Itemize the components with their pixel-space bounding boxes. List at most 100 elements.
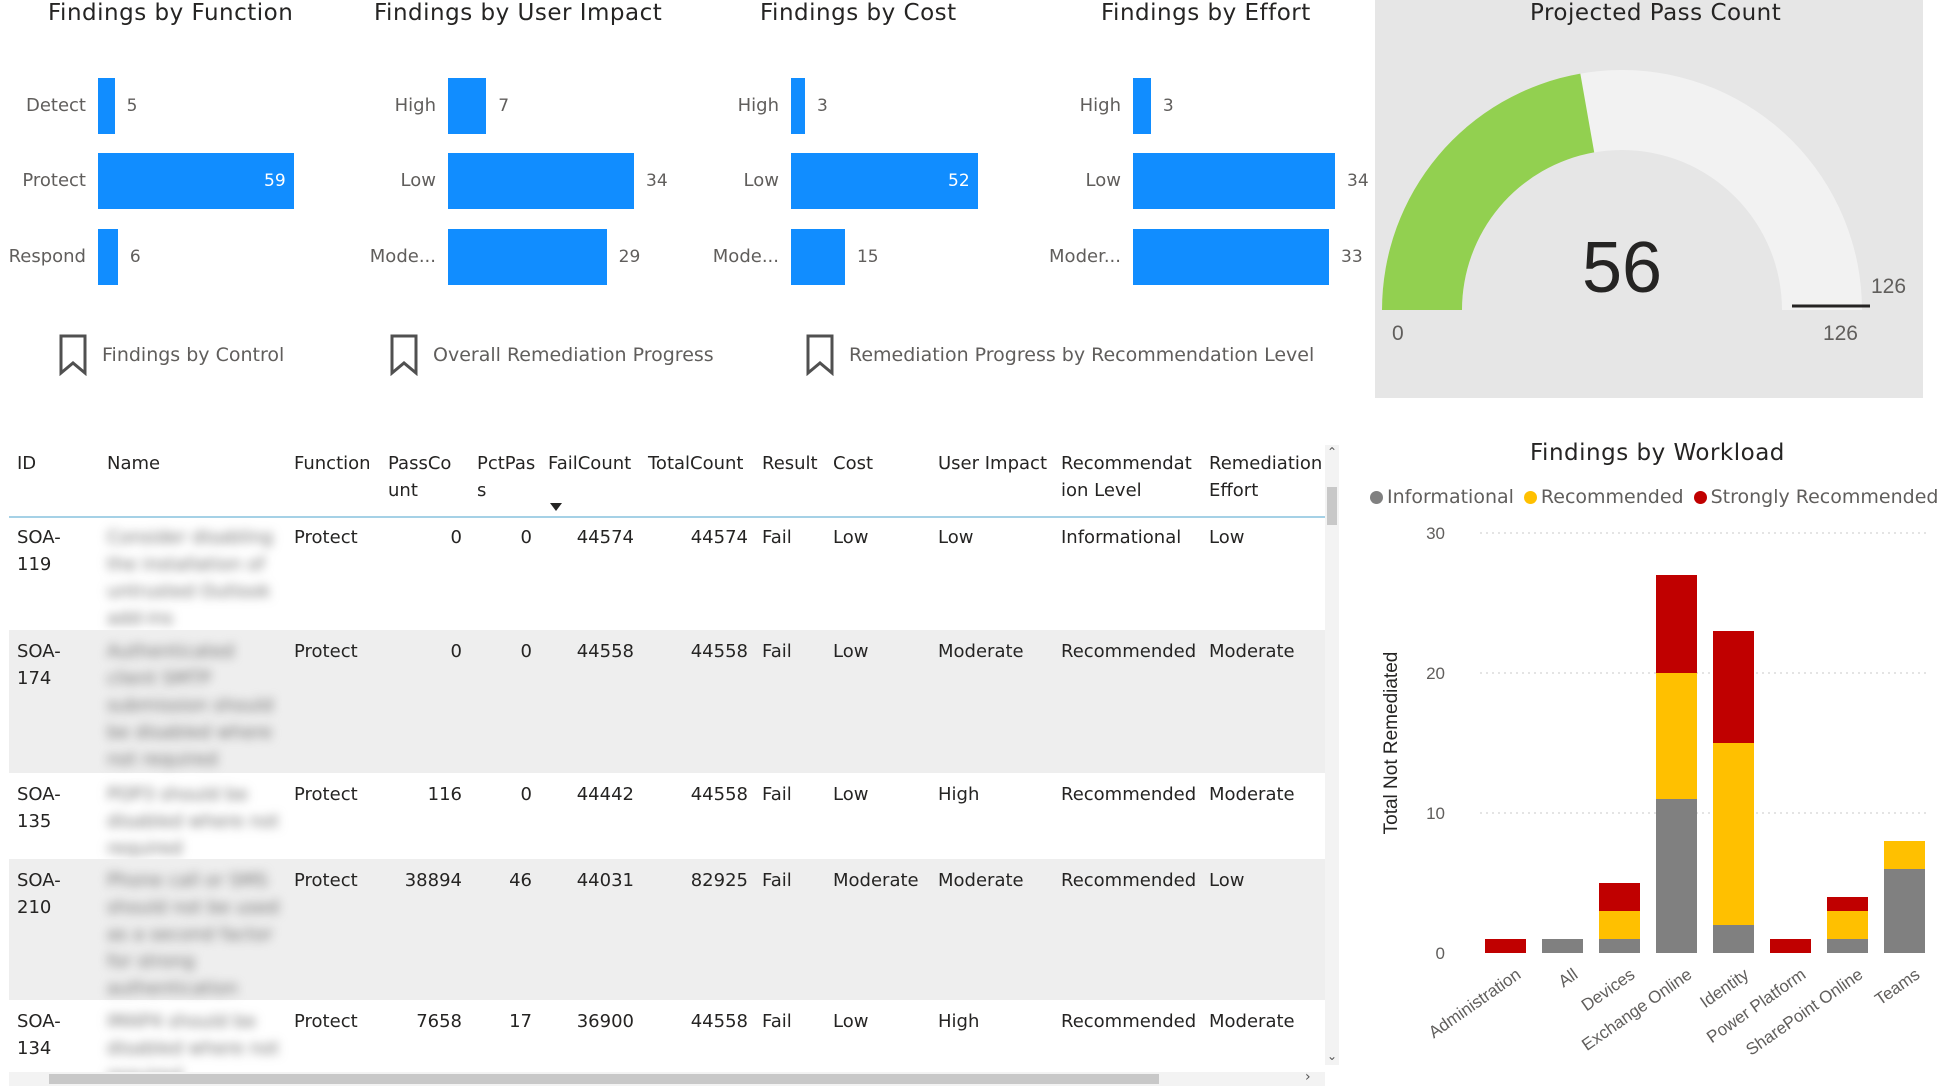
col-pctpass[interactable]: PctPas s xyxy=(477,453,536,501)
mini-chart-bar[interactable] xyxy=(791,153,978,209)
bar-segment[interactable] xyxy=(1599,911,1640,939)
cell-level: Recommended xyxy=(1061,641,1197,662)
bar-segment[interactable] xyxy=(1713,743,1754,925)
hscroll-thumb[interactable] xyxy=(49,1074,1159,1084)
y-tick-label: 10 xyxy=(1426,804,1445,823)
cell-id: SOA-174 xyxy=(17,641,61,689)
bar-segment[interactable] xyxy=(1656,575,1697,673)
mini-chart-bar[interactable] xyxy=(448,153,634,209)
bookmark-findings-by-control[interactable]: Findings by Control xyxy=(58,334,284,376)
cell-impact: Moderate xyxy=(938,870,1024,891)
mini-chart-value: 7 xyxy=(498,96,510,116)
bookmark-label: Findings by Control xyxy=(102,344,285,366)
mini-chart-bar[interactable] xyxy=(98,153,294,209)
col-remediation-effort[interactable]: Remediation Effort xyxy=(1209,453,1323,501)
bar-segment[interactable] xyxy=(1827,897,1868,911)
cell-function: Protect xyxy=(294,784,358,805)
mini-chart-bar[interactable] xyxy=(98,78,115,134)
cell-cost: Low xyxy=(833,641,869,662)
gauge-value: 56 xyxy=(1582,228,1662,308)
cell-pct: 0 xyxy=(520,784,532,805)
cell-name: POP3 should be disabled where not requir… xyxy=(107,784,279,859)
cell-fail: 36900 xyxy=(576,1011,634,1032)
col-id[interactable]: ID xyxy=(17,453,37,474)
sort-desc-icon xyxy=(550,503,562,511)
table-row[interactable]: SOA-174 Authenticated client SMTP submiss… xyxy=(9,630,1325,773)
mini-chart-value: 6 xyxy=(129,247,141,267)
mini-chart-value: 33 xyxy=(1341,247,1363,267)
mini-chart-value: 34 xyxy=(646,171,668,191)
legend-recommended[interactable]: Recommended xyxy=(1523,486,1684,508)
mini-chart-value: 52 xyxy=(948,171,970,191)
bar-segment[interactable] xyxy=(1884,841,1925,869)
legend-strongly-recommended[interactable]: Strongly Recommended xyxy=(1693,486,1938,508)
cell-impact: Moderate xyxy=(938,641,1024,662)
bar-segment[interactable] xyxy=(1827,911,1868,939)
mini-chart-bar[interactable] xyxy=(1133,153,1335,209)
mini-chart-category: Detect xyxy=(25,95,86,116)
cell-function: Protect xyxy=(294,641,358,662)
mini-chart-category: Low xyxy=(1085,170,1121,191)
mini-chart-value: 59 xyxy=(264,171,286,191)
table-row[interactable]: SOA-134 IMAP4 should be disabled where no… xyxy=(9,1000,1325,1080)
mini-chart-bar[interactable] xyxy=(1133,78,1151,134)
y-tick-label: 30 xyxy=(1426,524,1445,543)
bar-segment[interactable] xyxy=(1827,939,1868,953)
mini-chart-category: Low xyxy=(400,170,436,191)
table-vertical-scrollbar[interactable]: ⌃ ⌄ xyxy=(1325,445,1339,1065)
scroll-right-icon[interactable]: › xyxy=(1305,1069,1311,1085)
bar-segment[interactable] xyxy=(1599,883,1640,911)
bar-segment[interactable] xyxy=(1770,939,1811,953)
mini-chart-bar[interactable] xyxy=(98,229,118,285)
bar-segment[interactable] xyxy=(1656,673,1697,799)
cell-total: 44558 xyxy=(690,641,748,662)
mini-chart-category: Low xyxy=(743,170,779,191)
cell-pct: 0 xyxy=(520,527,532,548)
cell-result: Fail xyxy=(762,527,792,548)
col-name[interactable]: Name xyxy=(107,453,161,474)
cell-total: 44558 xyxy=(690,1011,748,1032)
mini-chart-value: 3 xyxy=(817,96,828,116)
cell-level: Recommended xyxy=(1061,1011,1197,1032)
cell-cost: Low xyxy=(833,784,869,805)
scroll-down-icon[interactable]: ⌄ xyxy=(1327,1049,1338,1063)
bar-segment[interactable] xyxy=(1713,631,1754,743)
findings-table: ID Name Function PassCo unt PctPas s Fai… xyxy=(9,440,1325,1080)
col-totalcount[interactable]: TotalCount xyxy=(648,453,744,474)
bar-segment[interactable] xyxy=(1599,939,1640,953)
bar-segment[interactable] xyxy=(1485,939,1526,953)
workload-chart: 0 10 20 30 Total Not Remediated Administratio… xyxy=(1381,524,1930,1059)
table-horizontal-scrollbar[interactable]: › xyxy=(9,1069,1325,1086)
col-result[interactable]: Result xyxy=(762,453,818,474)
col-passcount[interactable]: PassCo unt xyxy=(388,453,452,501)
cell-id: SOA-119 xyxy=(17,527,61,575)
cell-id: SOA-210 xyxy=(17,870,61,918)
mini-chart-bar[interactable] xyxy=(448,229,607,285)
mini-chart-bar[interactable] xyxy=(791,229,845,285)
col-failcount[interactable]: FailCount xyxy=(548,453,632,474)
mini-chart-title: Findings by Function xyxy=(48,0,294,26)
legend-informational[interactable]: Informational xyxy=(1370,486,1514,508)
mini-chart-bar[interactable] xyxy=(791,78,805,134)
col-recommendation-level[interactable]: Recommendat ion Level xyxy=(1061,453,1192,501)
bar-segment[interactable] xyxy=(1884,869,1925,953)
bar-segment[interactable] xyxy=(1542,939,1583,953)
mini-chart-bar[interactable] xyxy=(448,78,487,134)
col-function[interactable]: Function xyxy=(294,453,371,474)
scroll-thumb[interactable] xyxy=(1327,487,1337,525)
bar-segment[interactable] xyxy=(1656,799,1697,953)
table-row[interactable]: SOA-119 Consider disabling the installati… xyxy=(9,516,1325,630)
col-cost[interactable]: Cost xyxy=(833,453,874,474)
table-row[interactable]: SOA-210 Phone call or SMS should not be u… xyxy=(9,859,1325,1000)
bookmark-label: Remediation Progress by Recommendation L… xyxy=(849,344,1315,366)
mini-chart-bar[interactable] xyxy=(1133,229,1330,285)
bookmark-overall-remediation-progress[interactable]: Overall Remediation Progress xyxy=(389,334,714,376)
bookmark-icon xyxy=(390,334,418,376)
cell-result: Fail xyxy=(762,1011,792,1032)
col-userimpact[interactable]: User Impact xyxy=(938,453,1048,474)
scroll-up-icon[interactable]: ⌃ xyxy=(1327,445,1338,459)
mini-chart-category: Mode... xyxy=(712,246,779,267)
bar-segment[interactable] xyxy=(1713,925,1754,953)
bookmark-remediation-by-level[interactable]: Remediation Progress by Recommendation L… xyxy=(805,334,1314,376)
table-row[interactable]: SOA-135 POP3 should be disabled where not… xyxy=(9,773,1325,859)
